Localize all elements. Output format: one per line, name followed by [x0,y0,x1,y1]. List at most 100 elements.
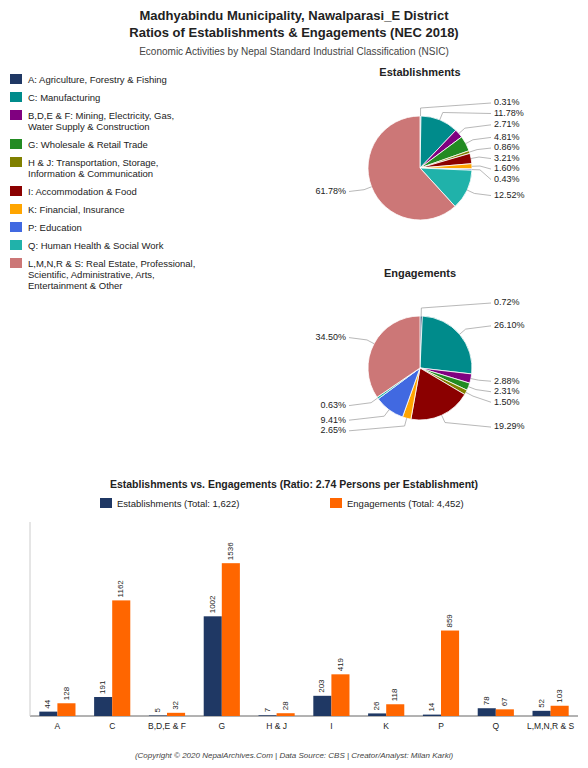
legend-swatch [330,498,342,508]
label-leader [440,112,491,119]
data-label: 859 [445,614,454,628]
data-label: 9.41% [320,415,346,425]
data-label: 0.43% [494,174,520,184]
x-tick-label: Q [492,721,499,731]
x-tick-label: C [109,721,115,731]
x-tick-label: H & J [266,721,287,731]
bar [277,713,295,716]
data-label: 5 [153,708,162,713]
legend-swatch [10,74,22,84]
data-label: 1002 [208,595,217,613]
data-label: 1.60% [494,163,520,173]
x-tick-label: K [383,721,389,731]
legend-entry: Establishments (Total: 1,622) [117,498,240,509]
legend-entry: B,D,E & F: Mining, Electricity, Gas,Wate… [28,110,174,132]
data-label: 191 [98,680,107,694]
data-label: 12.52% [494,190,525,200]
legend: A: Agriculture, Forestry & FishingC: Man… [10,74,195,291]
label-leader [459,125,491,134]
bar [551,706,569,716]
label-leader [467,190,491,196]
data-label: 419 [336,657,345,671]
legend-entry-line: B,D,E & F: Mining, Electricity, Gas, [28,110,174,121]
label-leader [471,157,491,159]
label-leader [349,398,378,406]
bar [386,704,404,716]
label-leader [472,166,491,169]
data-label: 1536 [226,542,235,560]
data-label: 28 [281,701,290,710]
bars [39,563,568,716]
x-tick-label: P [438,721,444,731]
legend-entry: H & J: Transportation, Storage,Informati… [28,157,158,179]
data-label: 67 [500,697,509,706]
legend-entry: K: Financial, Insurance [28,204,125,215]
x-tick-label: I [330,721,332,731]
legend-swatch [10,186,22,196]
bar [149,715,167,716]
x-tick-label: L,M,N,R & S [527,721,575,731]
x-tick-label: A [55,721,61,731]
data-label: 34.50% [315,332,346,342]
data-label: 1.50% [494,397,520,407]
bar [496,709,514,716]
data-label: 11.78% [494,108,524,118]
data-label: 0.31% [494,97,520,107]
pie: Establishments0.31%11.78%2.71%4.81%0.86%… [315,66,524,220]
data-label: 128 [62,686,71,700]
legend-entry-line: Q: Human Health & Social Work [28,240,164,251]
legend-entry: A: Agriculture, Forestry & Fishing [28,74,167,85]
legend-entry-line: K: Financial, Insurance [28,204,125,215]
bar-chart: Establishments vs. Engagements (Ratio: 2… [30,478,578,731]
data-label: 52 [537,698,546,707]
pie-slice [368,316,420,397]
data-label: 19.29% [494,421,525,431]
legend-swatch [10,139,22,149]
legend-entry-line: H & J: Transportation, Storage, [28,157,158,168]
bar [39,712,57,716]
label-leader [471,379,491,382]
data-label: 2.65% [320,425,346,435]
data-label: 2.71% [494,119,520,129]
data-label: 32 [171,700,180,709]
chart-page: Madhyabindu Municipality, Nawalparasi_E … [0,0,588,768]
legend-swatch [10,157,22,167]
chart-title: Establishments vs. Engagements (Ratio: 2… [110,478,478,490]
title: Ratios of Establishments & Engagements (… [129,25,458,40]
legend-entry-line: Scientific, Administrative, Arts, [28,269,155,280]
x-tick-label: B,D,E & F [148,721,186,731]
legend-entry-line: Water Supply & Construction [28,121,150,132]
legend-entry-line: A: Agriculture, Forestry & Fishing [28,74,167,85]
data-label: 78 [482,696,491,705]
pie-title: Establishments [379,66,460,78]
data-label: 2.88% [494,376,520,386]
label-leader [349,338,374,344]
data-label: 26 [372,701,381,710]
label-leader [349,410,389,420]
legend-entry: Q: Human Health & Social Work [28,240,164,251]
pie-slice [368,116,455,220]
legend-entry: L,M,N,R & S: Real Estate, Professional,S… [28,258,195,291]
legend-swatch [100,498,112,508]
pie-slice [420,316,472,374]
legend-entry-line: Entertainment & Other [28,280,123,291]
data-label: 0.63% [320,400,346,410]
bar [259,715,277,716]
data-label: 0.72% [494,297,520,307]
legend-swatch [10,222,22,232]
data-label: 7 [263,707,272,712]
legend-entry-line: Information & Communication [28,168,153,179]
data-labels: 4419151002720326147852128116232153628419… [43,542,563,713]
legend-entry: P: Education [28,222,82,233]
bar [112,600,130,716]
legend-swatch [10,258,22,268]
data-label: 44 [43,699,52,708]
legend-swatch [10,204,22,214]
label-leader [349,418,407,431]
data-label: 61.78% [315,186,346,196]
data-label: 2.31% [494,386,520,396]
bar [331,674,349,716]
legend-swatch [10,110,22,120]
bar [57,703,75,716]
bar [423,715,441,716]
